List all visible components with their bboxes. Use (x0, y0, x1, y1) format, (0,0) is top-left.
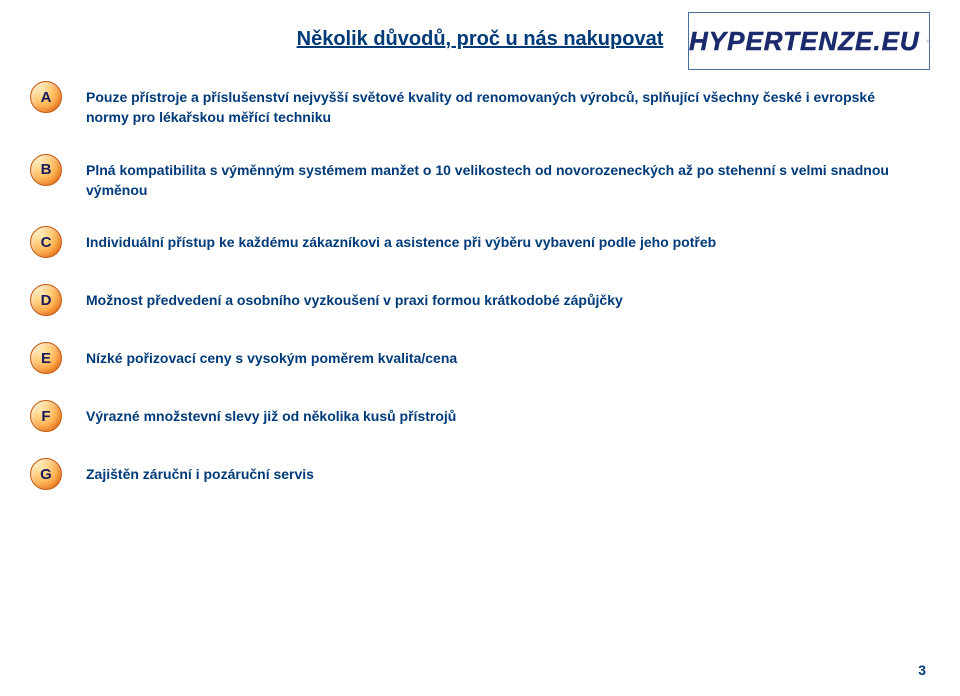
item-badge: D (30, 284, 62, 316)
item-text: Individuální přístup ke každému zákazník… (86, 230, 716, 252)
item-badge: E (30, 342, 62, 374)
logo-text: HYPERTENZE.EU (689, 26, 920, 57)
item-badge: B (30, 154, 62, 186)
owl-icon (926, 18, 929, 64)
brand-logo: HYPERTENZE.EU (688, 12, 930, 70)
page-title: Několik důvodů, proč u nás nakupovat (297, 28, 664, 50)
page-header: Několik důvodů, proč u nás nakupovat HYP… (0, 0, 960, 51)
item-badge: G (30, 458, 62, 490)
item-text: Možnost předvedení a osobního vyzkoušení… (86, 288, 623, 310)
list-item: D Možnost předvedení a osobního vyzkouše… (30, 288, 920, 316)
item-text: Výrazné množstevní slevy již od několika… (86, 404, 456, 426)
logo-main: HYPERTENZE (689, 26, 873, 56)
logo-suffix: .EU (873, 26, 919, 56)
item-badge: C (30, 226, 62, 258)
item-badge: F (30, 400, 62, 432)
list-item: F Výrazné množstevní slevy již od několi… (30, 404, 920, 432)
item-text: Nízké pořizovací ceny s vysokým poměrem … (86, 346, 457, 368)
page-number: 3 (918, 662, 926, 678)
reasons-list: A Pouze přístroje a příslušenství nejvyš… (0, 51, 960, 490)
item-badge: A (30, 81, 62, 113)
list-item: E Nízké pořizovací ceny s vysokým poměre… (30, 346, 920, 374)
item-text: Zajištěn záruční i pozáruční servis (86, 462, 314, 484)
list-item: G Zajištěn záruční i pozáruční servis (30, 462, 920, 490)
item-text: Plná kompatibilita s výměnným systémem m… (86, 158, 920, 201)
list-item: A Pouze přístroje a příslušenství nejvyš… (30, 85, 920, 128)
list-item: C Individuální přístup ke každému zákazn… (30, 230, 920, 258)
list-item: B Plná kompatibilita s výměnným systémem… (30, 158, 920, 201)
item-text: Pouze přístroje a příslušenství nejvyšší… (86, 85, 920, 128)
